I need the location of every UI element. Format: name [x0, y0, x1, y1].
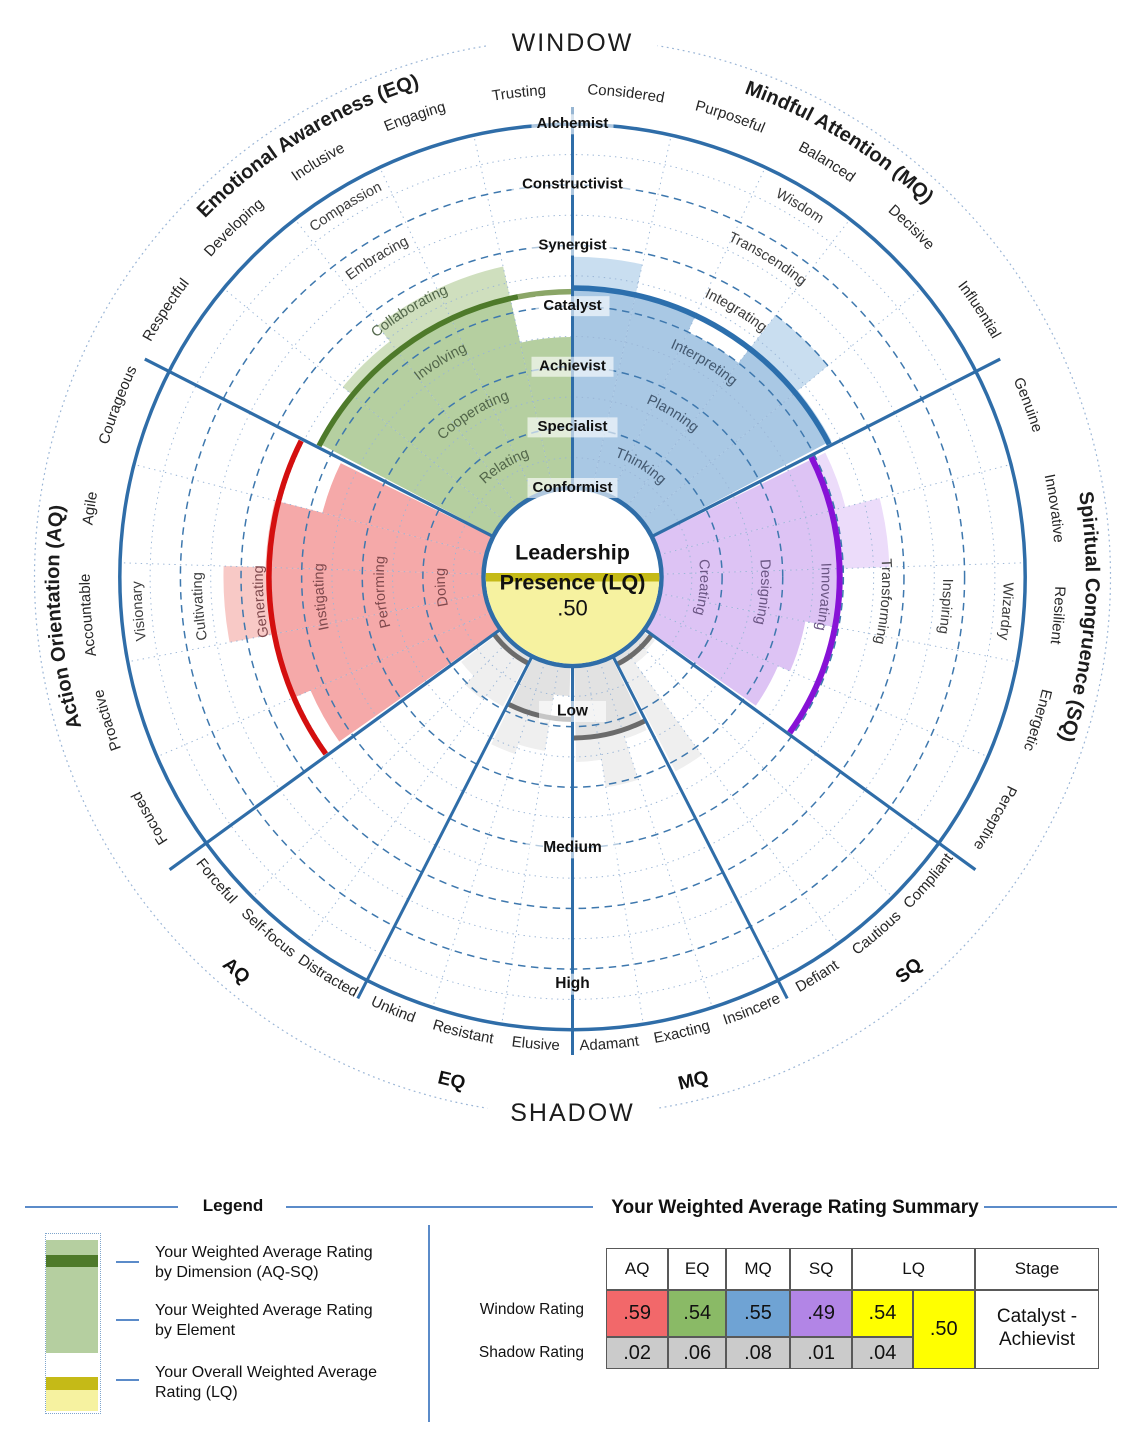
svg-text:SHADOW: SHADOW — [510, 1099, 635, 1127]
svg-text:Achievist: Achievist — [539, 358, 606, 375]
svg-text:High: High — [555, 975, 589, 992]
svg-text:Constructivist: Constructivist — [522, 176, 623, 193]
svg-text:.50: .50 — [557, 596, 588, 621]
svg-text:Wizardry: Wizardry — [995, 582, 1016, 642]
svg-text:Agile: Agile — [80, 490, 102, 526]
svg-text:Creating: Creating — [691, 558, 712, 617]
svg-text:Inspiring: Inspiring — [935, 579, 955, 635]
svg-text:Adamant: Adamant — [579, 1032, 641, 1054]
svg-text:Alchemist: Alchemist — [537, 115, 609, 132]
svg-text:Presence (LQ): Presence (LQ) — [500, 571, 646, 595]
svg-text:Doing: Doing — [433, 568, 452, 608]
svg-text:Elusive: Elusive — [511, 1033, 560, 1054]
svg-text:Medium: Medium — [543, 839, 602, 856]
svg-text:Visionary: Visionary — [129, 580, 150, 642]
svg-text:Conformist: Conformist — [533, 479, 613, 496]
svg-text:WINDOW: WINDOW — [512, 29, 634, 57]
svg-text:Specialist: Specialist — [537, 418, 607, 435]
svg-text:Synergist: Synergist — [538, 236, 606, 253]
svg-text:Leadership: Leadership — [515, 541, 630, 565]
svg-text:Low: Low — [557, 702, 589, 719]
svg-text:Resilient: Resilient — [1047, 586, 1069, 646]
svg-text:Cultivating: Cultivating — [190, 572, 211, 641]
svg-text:Catalyst: Catalyst — [543, 297, 601, 314]
